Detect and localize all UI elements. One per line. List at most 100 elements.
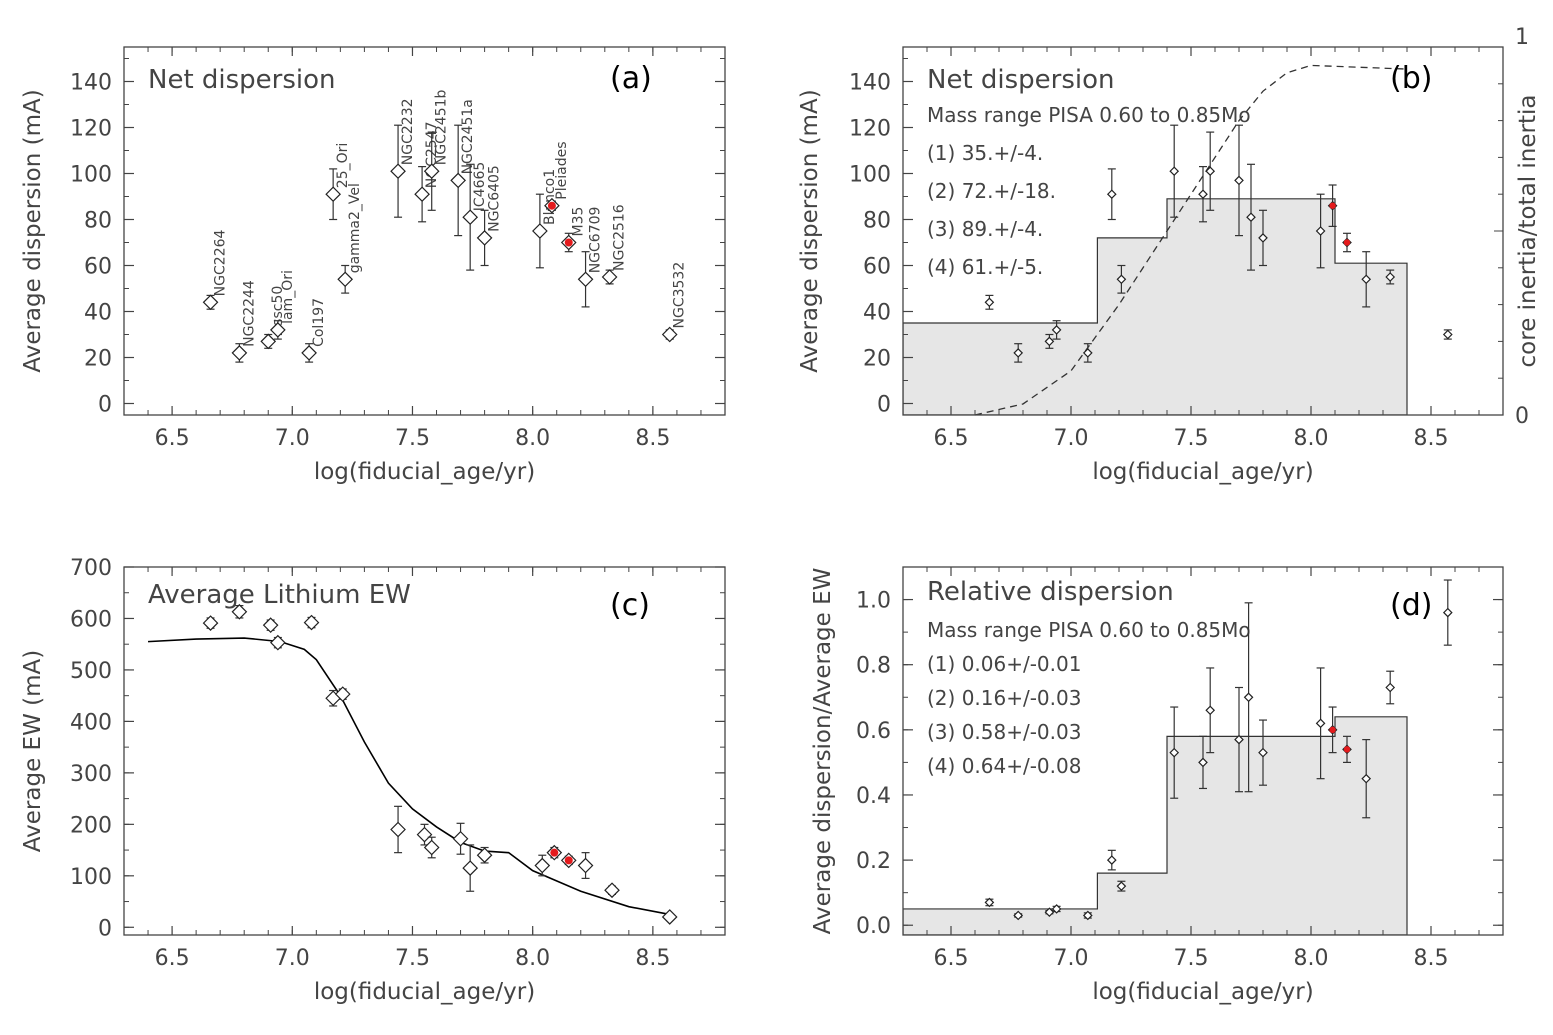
y-tick-label: 0 xyxy=(98,916,112,941)
data-point xyxy=(260,333,277,350)
x-tick-label: 6.5 xyxy=(155,946,190,971)
x-tick-label: 8.5 xyxy=(635,426,670,451)
data-point-highlight xyxy=(1329,726,1336,734)
bin-annotation: (3) 89.+/-4. xyxy=(927,217,1043,241)
x-tick-label: 6.5 xyxy=(155,426,190,451)
y-tick-label: 0 xyxy=(98,393,112,418)
cluster-label: NGC2451b xyxy=(434,89,450,165)
plot-frame xyxy=(123,46,726,416)
data-point xyxy=(1246,212,1256,223)
y-axis-label: Average dispersion (mA) xyxy=(20,89,46,372)
x-tick-label: 7.0 xyxy=(1054,426,1089,451)
panel-title: Net dispersion xyxy=(148,65,336,95)
data-point xyxy=(1106,855,1117,865)
x-axis-label: log(fiducial_age/yr) xyxy=(314,979,535,1005)
bin-annotation: (4) 0.64+/-0.08 xyxy=(927,754,1081,778)
y-tick-label: 40 xyxy=(84,301,112,326)
panel-subtitle: Mass range PISA 0.60 to 0.85Mo xyxy=(927,618,1251,642)
y-tick-label: 140 xyxy=(849,71,891,96)
data-point xyxy=(1361,274,1372,285)
data-point xyxy=(476,847,493,864)
data-point xyxy=(476,230,493,246)
bin-annotation: (3) 0.58+/-0.03 xyxy=(927,720,1081,744)
x-tick-label: 7.5 xyxy=(1174,426,1209,451)
data-point xyxy=(1013,348,1024,358)
model-curve xyxy=(147,637,670,916)
y-tick-label: 80 xyxy=(84,209,112,234)
y-tick-label: 600 xyxy=(70,607,112,632)
panel-letter: (c) xyxy=(610,588,650,623)
data-point-highlight xyxy=(1329,202,1336,209)
data-point xyxy=(1258,233,1268,243)
plot-frame xyxy=(902,566,1504,936)
bin-annotation: (2) 0.16+/-0.03 xyxy=(927,686,1081,710)
x-tick-label: 7.5 xyxy=(395,426,430,451)
data-point xyxy=(270,322,286,338)
x-axis-label: log(fiducial_age/yr) xyxy=(1092,979,1313,1005)
cluster-label: M35 xyxy=(571,207,587,237)
data-point xyxy=(450,172,467,189)
data-point xyxy=(1198,757,1208,768)
x-tick-label: 7.0 xyxy=(275,426,310,451)
data-point xyxy=(270,634,286,651)
y2-tick-label: 1 xyxy=(1515,25,1529,50)
plot-frame xyxy=(123,566,726,936)
data-point xyxy=(325,186,341,203)
data-point xyxy=(534,857,551,874)
data-point xyxy=(1051,904,1062,914)
data-point xyxy=(334,686,351,702)
data-point xyxy=(423,839,440,856)
x-tick-label: 8.5 xyxy=(1414,426,1449,451)
cluster-label: Assc50 xyxy=(270,286,286,336)
data-point xyxy=(1361,773,1372,784)
data-point xyxy=(1258,747,1268,758)
data-point xyxy=(1044,336,1055,347)
panel-title: Relative dispersion xyxy=(927,577,1174,607)
cluster-label: 25_Ori xyxy=(335,143,351,188)
y-tick-label: 100 xyxy=(70,163,112,188)
y-tick-label: 1.0 xyxy=(856,589,891,614)
y-tick-label: 80 xyxy=(863,209,891,234)
data-point xyxy=(1442,329,1453,340)
data-point xyxy=(984,297,995,308)
cluster-label: lam_Ori xyxy=(280,270,296,324)
cluster-label: NGC2232 xyxy=(400,98,416,165)
data-point xyxy=(604,882,620,899)
cluster-label: Pleiades xyxy=(554,141,570,199)
x-tick-label: 7.0 xyxy=(1054,946,1089,971)
data-point xyxy=(231,345,248,361)
panel-title: Net dispersion xyxy=(927,65,1115,95)
y-tick-label: 400 xyxy=(70,710,112,735)
data-point xyxy=(984,897,995,908)
data-point xyxy=(1013,910,1024,921)
cluster-label: NGC2516 xyxy=(612,204,628,271)
y2-axis-label: core inertia/total inertia xyxy=(1515,95,1541,368)
data-point xyxy=(262,617,279,634)
y-tick-label: 500 xyxy=(70,659,112,684)
data-point xyxy=(1198,189,1208,200)
panel-d: 6.5 7.0 7.5 8.0 8.5 0.0 0.2 0.4 0.6 0.8 1.0 log(fid… xyxy=(810,566,1504,1005)
y-tick-label: 100 xyxy=(70,865,112,890)
data-point xyxy=(1385,272,1396,282)
bin-annotation: (2) 72.+/-18. xyxy=(927,179,1056,203)
panel-letter: (b) xyxy=(1390,61,1432,96)
panel-a: 6.5 7.0 7.5 8.0 8.5 0 20 40 60 80 100 120 140 log(fid… xyxy=(20,46,726,485)
data-point xyxy=(1106,189,1117,200)
y-tick-label: 700 xyxy=(70,556,112,581)
data-point xyxy=(1116,881,1127,891)
cluster-label: NGC6405 xyxy=(487,165,503,232)
cluster-label: NGC2451a xyxy=(460,99,476,174)
panel-letter: (d) xyxy=(1390,588,1432,623)
data-point xyxy=(390,821,406,838)
data-point xyxy=(337,271,354,288)
y-tick-label: 0 xyxy=(877,393,891,418)
panel-letter: (a) xyxy=(610,61,652,96)
data-point xyxy=(1044,907,1055,918)
y-tick-label: 140 xyxy=(70,71,112,96)
data-point xyxy=(1169,747,1180,758)
y-tick-label: 120 xyxy=(70,117,112,142)
data-point xyxy=(416,826,433,843)
cluster-label: NGC2244 xyxy=(241,280,257,347)
bin-annotation: (1) 35.+/-4. xyxy=(927,141,1043,165)
